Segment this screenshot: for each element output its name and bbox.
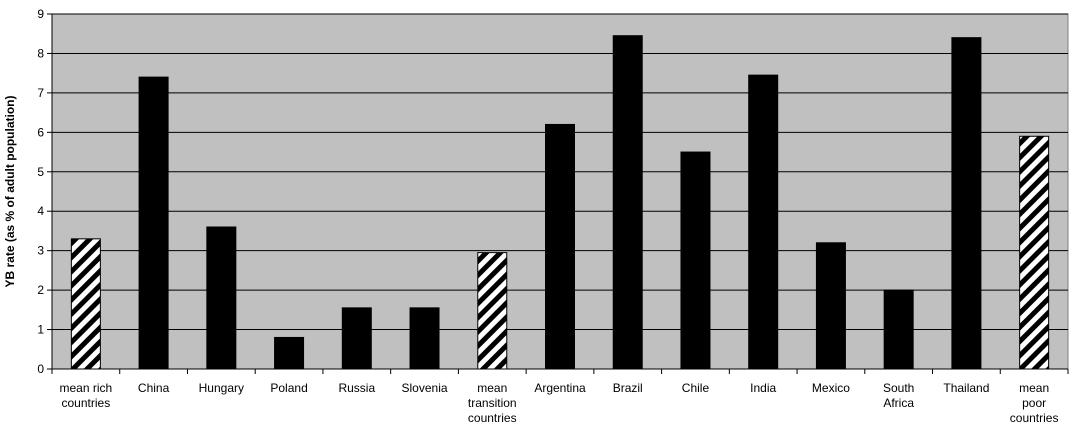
y-tick-label: 6 [37, 125, 44, 139]
y-tick-label: 3 [37, 244, 44, 258]
x-category-label: Argentina [534, 381, 586, 395]
y-tick-label: 7 [37, 86, 44, 100]
bar [815, 242, 846, 370]
y-tick-label: 8 [37, 46, 44, 60]
x-category-label: Russia [338, 381, 375, 395]
x-category-label: mean rich countries [60, 381, 113, 410]
x-category-label: Brazil [613, 381, 643, 395]
bar [70, 238, 101, 370]
y-tick-label: 2 [37, 283, 44, 297]
y-tick-label: 1 [37, 323, 44, 337]
bar [748, 74, 779, 370]
axes [47, 13, 1069, 374]
bar [477, 252, 508, 370]
x-category-label: Mexico [812, 381, 850, 395]
bar [883, 289, 914, 370]
y-tick-label: 9 [37, 7, 44, 21]
x-category-labels: mean rich countries China Hungary Poland Russ… [60, 381, 1059, 425]
x-category-label: Thailand [943, 381, 989, 395]
bar [545, 123, 575, 370]
y-axis-title: YB rate (as % of adult population) [3, 95, 17, 287]
bar [138, 76, 169, 370]
y-tick-label: 5 [37, 165, 44, 179]
bar [612, 35, 643, 370]
x-category-label: Hungary [199, 381, 244, 395]
y-tick-label: 0 [37, 362, 44, 376]
bar [206, 226, 237, 370]
y-tick-labels: 0 1 2 3 4 5 6 7 8 9 [37, 7, 44, 376]
bar [680, 151, 711, 370]
bar [951, 37, 982, 370]
x-category-label: Chile [682, 381, 710, 395]
x-category-label: China [138, 381, 170, 395]
bars [70, 35, 1050, 370]
y-tick-label: 4 [37, 204, 44, 218]
bar [1019, 135, 1050, 370]
x-category-label: mean transition countries [468, 381, 517, 425]
x-category-label: Poland [270, 381, 307, 395]
bar [341, 307, 372, 370]
x-category-label: Slovenia [402, 381, 448, 395]
bar [274, 336, 305, 370]
bar [409, 307, 440, 370]
x-category-label: South Africa [883, 381, 914, 410]
x-category-label: India [750, 381, 776, 395]
x-category-label: mean poor countries [1010, 381, 1059, 425]
